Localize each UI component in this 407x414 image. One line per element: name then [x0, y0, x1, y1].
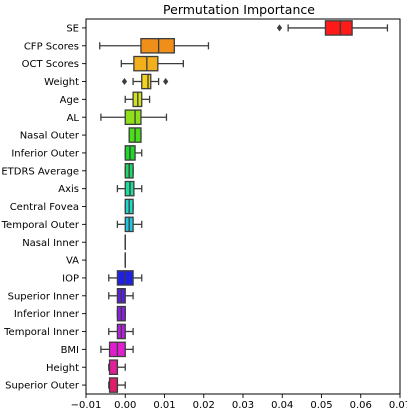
ytick-label: Inferior Inner	[14, 309, 80, 320]
xtick-label: −0.01	[71, 400, 102, 409]
box-weight	[122, 74, 168, 88]
box-iqr	[142, 74, 151, 88]
ytick-label: SE	[66, 24, 79, 35]
ytick-label: Inferior Outer	[11, 149, 80, 160]
ytick-label: AL	[67, 113, 80, 124]
chart-title: Permutation Importance	[163, 2, 315, 17]
ytick-label: Height	[46, 363, 79, 374]
box-iqr	[325, 21, 352, 35]
box-iqr	[110, 378, 118, 392]
box-height	[109, 360, 125, 374]
box-temporal-inner	[109, 324, 133, 338]
ytick-label: VA	[66, 256, 79, 267]
box-al	[101, 110, 167, 124]
box-central-fovea	[125, 199, 133, 213]
axes: SE CFP Scores OCT Scores Weight Age AL Nasal O…	[1, 24, 407, 409]
ytick-label: Central Fovea	[10, 202, 79, 213]
box-oct-scores	[121, 57, 183, 71]
box-nasal-outer	[129, 128, 141, 142]
xtick-label: 0.00	[114, 400, 136, 409]
box-temporal-outer	[117, 217, 141, 231]
box-iop	[109, 271, 142, 285]
xtick-label: 0.05	[310, 400, 332, 409]
box-bmi	[101, 342, 133, 356]
xtick-label: 0.06	[350, 400, 372, 409]
xtick-label: 0.07	[389, 400, 407, 409]
ytick-label: Axis	[58, 184, 79, 195]
ytick-label: OCT Scores	[22, 59, 79, 70]
box-se	[277, 21, 388, 35]
outlier-point	[163, 78, 168, 85]
box-iqr	[141, 39, 174, 53]
outlier-point	[122, 78, 127, 85]
ytick-label: ETDRS Average	[1, 166, 79, 177]
ytick-label: Superior Inner	[8, 291, 80, 302]
ytick-label: Superior Outer	[5, 381, 80, 392]
ytick-label: Temporal Outer	[1, 220, 80, 231]
xtick-label: 0.03	[232, 400, 254, 409]
ytick-label: Nasal Inner	[22, 238, 80, 249]
box-inferior-inner	[117, 307, 125, 321]
ytick-label: BMI	[61, 345, 79, 356]
box-age	[125, 92, 149, 106]
box-iqr	[110, 360, 118, 374]
box-superior-inner	[109, 289, 133, 303]
box-iqr	[134, 57, 158, 71]
plot-area	[100, 21, 388, 392]
box-superior-outer	[109, 378, 125, 392]
box-etdrs-average	[125, 164, 133, 178]
box-cfp-scores	[100, 39, 209, 53]
xtick-label: 0.02	[193, 400, 215, 409]
ytick-label: IOP	[62, 274, 79, 285]
box-iqr	[125, 110, 141, 124]
xtick-label: 0.04	[271, 400, 293, 409]
ytick-label: Temporal Inner	[3, 327, 80, 338]
outlier-point	[277, 24, 282, 31]
xtick-label: 0.01	[153, 400, 175, 409]
box-inferior-outer	[125, 146, 141, 160]
ytick-label: Nasal Outer	[20, 131, 80, 142]
ytick-label: Weight	[44, 77, 79, 88]
box-axis	[117, 182, 141, 196]
ytick-label: Age	[60, 95, 79, 106]
ytick-label: CFP Scores	[24, 41, 79, 52]
